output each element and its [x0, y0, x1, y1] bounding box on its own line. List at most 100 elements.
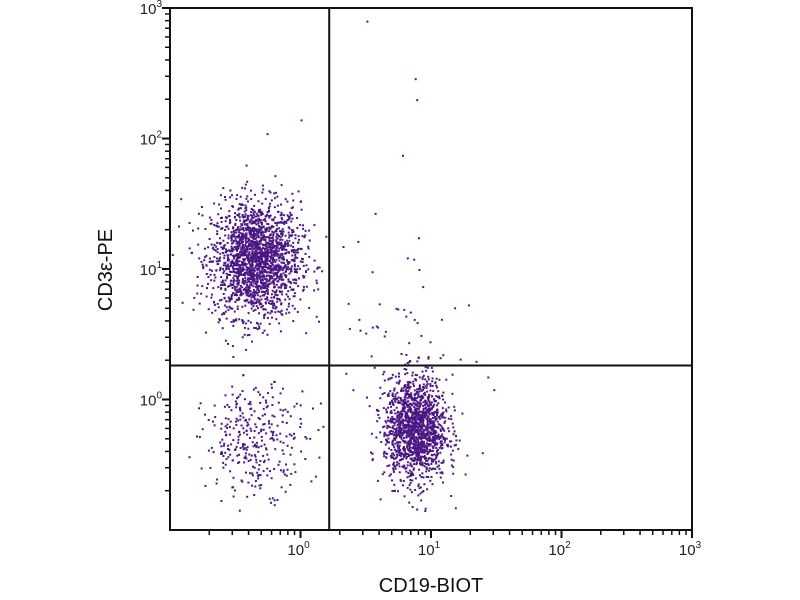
data-point [303, 236, 306, 239]
data-point [437, 426, 440, 429]
data-point [221, 452, 224, 455]
data-point [286, 410, 289, 413]
data-point [423, 448, 426, 451]
y-tick-label: 102 [140, 130, 163, 149]
data-point [273, 251, 276, 254]
data-point [401, 433, 404, 436]
data-point [258, 299, 261, 302]
data-point [242, 273, 245, 275]
data-point [283, 245, 286, 248]
data-point [208, 268, 211, 271]
data-point [267, 249, 270, 252]
data-point [396, 449, 398, 452]
data-point [371, 458, 374, 461]
data-point [267, 274, 270, 277]
data-point [409, 395, 412, 397]
data-point [232, 476, 235, 479]
data-point [267, 252, 270, 255]
data-point [270, 226, 273, 229]
data-point [430, 431, 433, 434]
data-point [273, 304, 276, 307]
data-point [300, 422, 303, 425]
data-point [206, 287, 208, 290]
data-point [411, 414, 414, 417]
data-point [203, 247, 206, 250]
data-point [269, 300, 272, 302]
data-point [418, 384, 421, 387]
data-point [274, 311, 277, 314]
data-point [231, 345, 234, 348]
data-point [262, 270, 265, 273]
data-point [399, 422, 402, 425]
data-point [258, 290, 261, 293]
data-point [217, 286, 220, 289]
data-point [402, 154, 404, 157]
data-point [210, 219, 213, 221]
data-point [256, 248, 259, 251]
data-point [447, 427, 450, 430]
data-point [268, 214, 271, 217]
data-point [451, 392, 454, 395]
data-point [272, 272, 275, 275]
data-point [227, 257, 229, 260]
data-point [426, 432, 428, 435]
data-point [417, 411, 420, 414]
data-point [256, 256, 259, 258]
data-point [439, 436, 442, 439]
data-point [227, 267, 230, 270]
data-point [254, 261, 257, 264]
data-point [280, 230, 283, 233]
data-point [265, 236, 268, 238]
data-point [263, 329, 266, 332]
data-point [267, 246, 270, 249]
data-point [439, 424, 442, 427]
data-point [247, 460, 250, 462]
data-point [274, 307, 277, 310]
data-point [293, 292, 296, 295]
data-point [278, 221, 281, 224]
data-point [263, 459, 266, 462]
data-point [271, 256, 274, 259]
data-point [419, 447, 421, 450]
data-point [234, 301, 237, 303]
data-point [430, 468, 433, 471]
data-point [440, 444, 443, 447]
data-point [252, 285, 255, 288]
data-point [236, 308, 239, 311]
data-point [442, 481, 444, 484]
data-point [428, 444, 431, 447]
data-point [256, 328, 259, 331]
data-point [241, 412, 244, 415]
data-point [230, 264, 233, 267]
data-point [253, 240, 256, 243]
data-point [235, 318, 238, 321]
data-point [417, 457, 419, 459]
data-point [239, 287, 241, 290]
data-point [272, 438, 275, 441]
data-point [422, 286, 425, 289]
data-point [259, 228, 262, 230]
data-point [438, 467, 441, 470]
data-point [242, 251, 245, 254]
data-point [423, 456, 426, 459]
data-point [265, 266, 268, 269]
data-point [192, 229, 194, 232]
data-point [253, 247, 256, 250]
data-point [432, 426, 435, 428]
data-point [399, 398, 402, 401]
data-point [393, 432, 396, 435]
data-point [394, 465, 397, 468]
data-point [415, 455, 418, 458]
data-point [289, 211, 292, 214]
data-point [260, 259, 263, 262]
data-point [217, 213, 220, 216]
data-point [408, 396, 411, 399]
data-point [261, 253, 264, 256]
data-point [404, 413, 407, 415]
data-point [230, 247, 233, 250]
data-point [245, 322, 248, 325]
data-point [411, 436, 414, 438]
data-point [299, 426, 302, 429]
data-point [434, 441, 436, 444]
data-point [244, 262, 247, 265]
